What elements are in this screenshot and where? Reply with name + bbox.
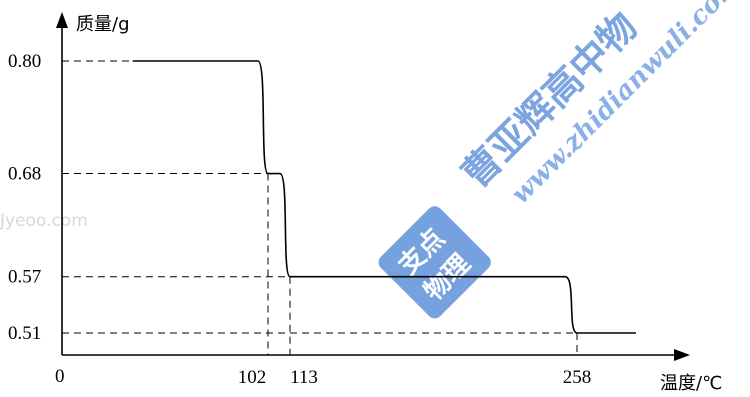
y-tick-label-0.68: 0.68 — [8, 164, 41, 185]
zhidian-badge: 支点 物理 — [378, 206, 491, 319]
x-tick-label-102: 102 — [238, 367, 267, 388]
axes: 质量/g 温度/℃ 0 — [55, 12, 722, 394]
y-tick-label-0.57: 0.57 — [8, 267, 41, 288]
badge-square-icon — [378, 206, 491, 319]
y-axis-arrow-icon — [56, 12, 68, 28]
x-tick-label-113: 113 — [290, 367, 318, 388]
y-tick-label-0.51: 0.51 — [8, 323, 41, 344]
jyeoo-watermark: Jyeoo.com — [0, 211, 88, 231]
y-tick-label-0.80: 0.80 — [8, 51, 41, 72]
origin-label: 0 — [55, 366, 65, 387]
tick-labels: 0.80 0.68 0.57 0.51 102 113 258 — [8, 51, 591, 388]
guide-lines — [62, 60, 578, 355]
x-axis-arrow-icon — [674, 349, 690, 361]
mass-curve — [132, 60, 636, 334]
x-axis-title: 温度/℃ — [660, 373, 722, 394]
watermark-layer: Jyeoo.com 支点 物理 曹亚辉高中物 www.zhidianwuli.c… — [0, 0, 747, 319]
y-axis-title: 质量/g — [76, 14, 130, 35]
x-tick-label-258: 258 — [563, 367, 592, 388]
